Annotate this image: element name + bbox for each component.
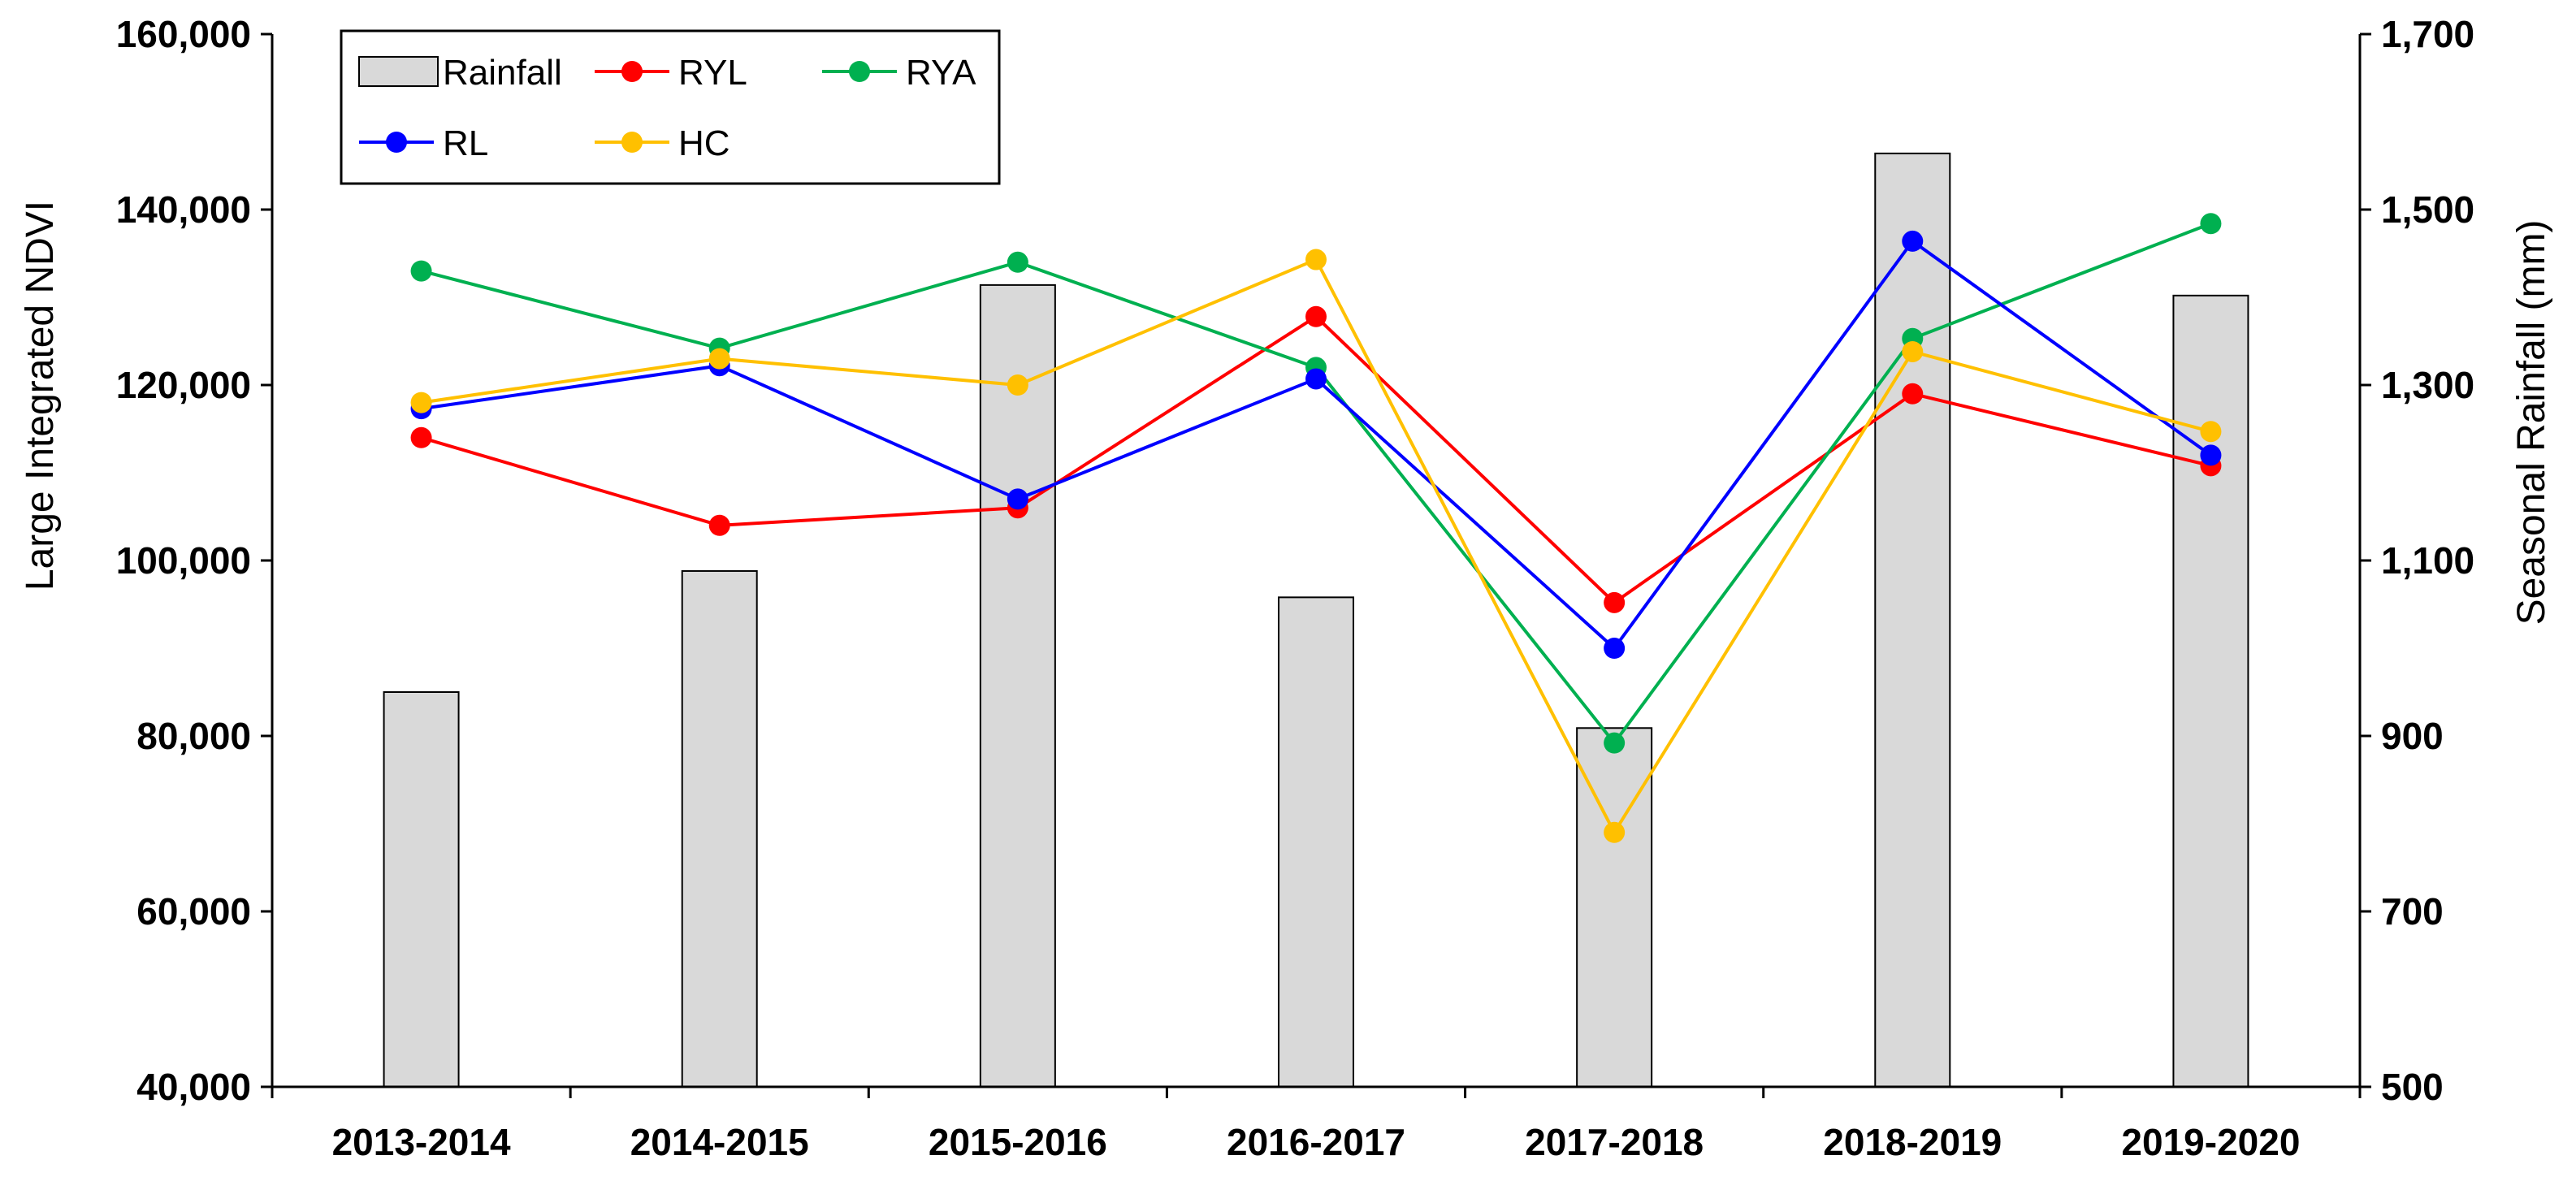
series-point-hc-2015-2016 [1007, 374, 1028, 396]
legend-item-rya: RYA [822, 53, 976, 93]
legend-item-hc: HC [595, 123, 730, 163]
series-point-ryl-2017-2018 [1604, 591, 1626, 613]
series-point-rl-2019-2020 [2200, 444, 2222, 466]
legend: Rainfall RYL RYA RL HC [340, 29, 1001, 185]
series-point-rl-2018-2019 [1902, 230, 1924, 252]
y-left-tick-label: 80,000 [136, 715, 251, 757]
series-point-hc-2014-2015 [708, 348, 730, 370]
legend-rya-marker [849, 61, 870, 82]
legend-rl-label: RL [443, 123, 488, 163]
legend-rya-label: RYA [906, 53, 976, 93]
x-tick-label: 2015-2016 [929, 1121, 1107, 1163]
rainfall-bar-2015-2016 [979, 283, 1056, 1088]
y-left-tick-label: 140,000 [116, 188, 251, 231]
y-right-axis-title: Seasonal Rainfall (mm) [2510, 220, 2553, 625]
bars-layer [383, 152, 2249, 1088]
ticks-layer: 40,000 60,000 80,000 100,000 120,000 140,000 1… [116, 13, 2474, 1163]
rainfall-bar-2019-2020 [2172, 294, 2249, 1088]
rainfall-bar-2016-2017 [1278, 596, 1354, 1088]
legend-rainfall-swatch [358, 56, 439, 87]
legend-rainfall-label: Rainfall [443, 53, 562, 93]
y-right-tick-label: 1,700 [2381, 13, 2474, 55]
series-point-ryl-2014-2015 [708, 514, 730, 536]
series-point-hc-2013-2014 [410, 392, 432, 413]
rainfall-bar-2018-2019 [1874, 152, 1951, 1088]
x-tick-label: 2018-2019 [1823, 1121, 2002, 1163]
legend-item-rl: RL [359, 123, 488, 163]
series-point-rya-2015-2016 [1007, 251, 1028, 273]
series-point-rya-2017-2018 [1604, 732, 1626, 754]
y-left-axis-title: Large Integrated NDVI [19, 201, 62, 591]
x-tick-label: 2013-2014 [332, 1121, 511, 1163]
series-point-rl-2017-2018 [1604, 638, 1626, 659]
series-point-ryl-2018-2019 [1902, 383, 1924, 405]
legend-item-rainfall: Rainfall [358, 53, 562, 93]
x-tick-label: 2017-2018 [1525, 1121, 1704, 1163]
series-point-rya-2019-2020 [2200, 213, 2222, 235]
y-right-tick-label: 1,100 [2381, 539, 2474, 582]
series-point-hc-2016-2017 [1305, 249, 1327, 270]
legend-item-ryl: RYL [595, 53, 747, 93]
series-point-ryl-2013-2014 [410, 426, 432, 448]
legend-hc-label: HC [678, 123, 730, 163]
series-point-rl-2016-2017 [1305, 368, 1327, 390]
y-left-tick-label: 60,000 [136, 890, 251, 933]
y-left-tick-label: 160,000 [116, 13, 251, 55]
series-point-hc-2018-2019 [1902, 340, 1924, 362]
y-right-tick-label: 1,500 [2381, 188, 2474, 231]
legend-ryl-marker [621, 61, 643, 82]
legend-hc-marker [621, 132, 643, 153]
legend-ryl-label: RYL [678, 53, 747, 93]
x-tick-label: 2019-2020 [2121, 1121, 2300, 1163]
lines-layer [410, 213, 2222, 843]
x-tick-label: 2014-2015 [630, 1121, 809, 1163]
series-point-hc-2019-2020 [2200, 421, 2222, 443]
rainfall-bar-2013-2014 [383, 691, 460, 1088]
series-point-rya-2013-2014 [410, 260, 432, 282]
y-right-tick-label: 900 [2381, 715, 2444, 757]
series-point-ryl-2016-2017 [1305, 305, 1327, 327]
y-right-tick-label: 700 [2381, 890, 2444, 933]
x-tick-label: 2016-2017 [1227, 1121, 1405, 1163]
legend-box [340, 29, 1001, 185]
y-right-tick-label: 1,300 [2381, 364, 2474, 406]
y-left-tick-label: 100,000 [116, 539, 251, 582]
y-right-tick-label: 500 [2381, 1066, 2444, 1108]
y-left-tick-label: 120,000 [116, 364, 251, 406]
series-point-rl-2015-2016 [1007, 488, 1028, 510]
y-left-tick-label: 40,000 [136, 1066, 251, 1108]
legend-rl-marker [386, 132, 407, 153]
series-point-hc-2017-2018 [1604, 821, 1626, 843]
rainfall-bar-2014-2015 [681, 569, 758, 1088]
